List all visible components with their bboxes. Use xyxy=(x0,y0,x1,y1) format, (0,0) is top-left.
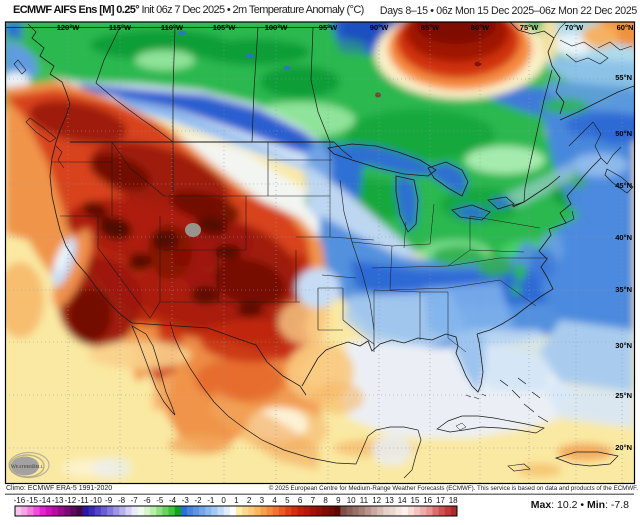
svg-text:80°W: 80°W xyxy=(471,23,490,32)
svg-text:-14: -14 xyxy=(39,496,51,505)
svg-text:14: 14 xyxy=(398,496,407,505)
svg-text:-5: -5 xyxy=(156,496,164,505)
svg-text:-6: -6 xyxy=(143,496,151,505)
svg-text:1: 1 xyxy=(234,496,239,505)
svg-text:9: 9 xyxy=(336,496,341,505)
svg-text:-8: -8 xyxy=(118,496,126,505)
svg-text:30°N: 30°N xyxy=(615,341,632,350)
svg-text:100°W: 100°W xyxy=(265,23,289,32)
svg-text:-11: -11 xyxy=(78,496,90,505)
svg-text:25°N: 25°N xyxy=(615,391,632,400)
svg-text:85°W: 85°W xyxy=(421,23,440,32)
svg-text:115°W: 115°W xyxy=(109,23,132,32)
svg-text:-3: -3 xyxy=(182,496,190,505)
svg-text:17: 17 xyxy=(436,496,445,505)
svg-text:13: 13 xyxy=(385,496,394,505)
svg-text:5: 5 xyxy=(285,496,290,505)
svg-text:40°N: 40°N xyxy=(615,233,632,242)
svg-text:12: 12 xyxy=(372,496,381,505)
svg-text:2: 2 xyxy=(247,496,252,505)
svg-text:-13: -13 xyxy=(52,496,64,505)
svg-text:60°N: 60°N xyxy=(617,23,634,32)
svg-text:-2: -2 xyxy=(194,496,202,505)
svg-text:20°N: 20°N xyxy=(615,443,632,452)
svg-text:-15: -15 xyxy=(26,496,38,505)
svg-text:35°N: 35°N xyxy=(615,285,632,294)
svg-text:55°N: 55°N xyxy=(615,73,632,82)
svg-text:0: 0 xyxy=(221,496,226,505)
svg-text:16: 16 xyxy=(423,496,432,505)
svg-text:18: 18 xyxy=(449,496,458,505)
svg-text:105°W: 105°W xyxy=(213,23,237,32)
svg-text:7: 7 xyxy=(311,496,316,505)
svg-text:45°N: 45°N xyxy=(615,181,632,190)
svg-text:10: 10 xyxy=(347,496,356,505)
svg-text:70°W: 70°W xyxy=(565,23,584,32)
svg-text:WEATHERBELL: WEATHERBELL xyxy=(11,464,44,470)
svg-text:-1: -1 xyxy=(207,496,215,505)
svg-text:4: 4 xyxy=(272,496,277,505)
svg-text:-7: -7 xyxy=(131,496,139,505)
svg-text:95°W: 95°W xyxy=(319,23,338,32)
svg-text:90°W: 90°W xyxy=(370,23,389,32)
svg-text:-4: -4 xyxy=(169,496,177,505)
svg-text:3: 3 xyxy=(260,496,265,505)
svg-text:-16: -16 xyxy=(14,496,26,505)
svg-text:50°N: 50°N xyxy=(615,129,632,138)
svg-text:6: 6 xyxy=(298,496,303,505)
svg-text:8: 8 xyxy=(323,496,328,505)
svg-text:-9: -9 xyxy=(105,496,113,505)
svg-text:110°W: 110°W xyxy=(161,23,184,32)
svg-text:120°W: 120°W xyxy=(57,23,81,32)
svg-text:15: 15 xyxy=(411,496,420,505)
svg-text:11: 11 xyxy=(360,496,369,505)
svg-text:-12: -12 xyxy=(65,496,77,505)
svg-text:75°W: 75°W xyxy=(520,23,539,32)
svg-text:-10: -10 xyxy=(90,496,102,505)
